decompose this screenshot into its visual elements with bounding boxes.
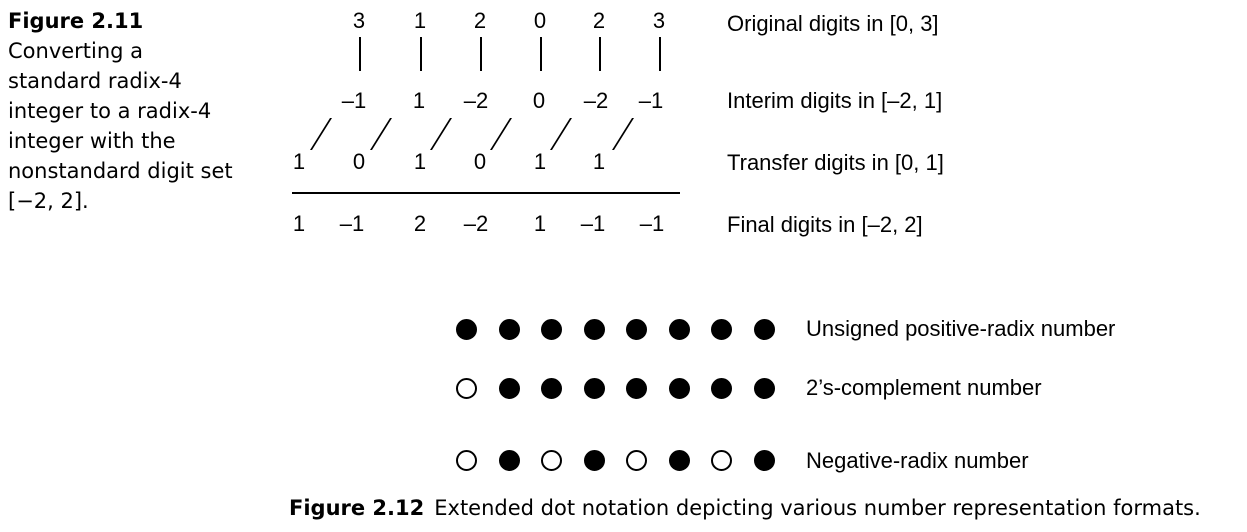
hollow-dot xyxy=(541,450,562,471)
vertical-connector xyxy=(599,37,601,71)
caption-line: Converting a xyxy=(8,39,144,63)
vertical-connector xyxy=(540,37,542,71)
caption-line: [−2, 2]. xyxy=(8,189,89,213)
hollow-dot xyxy=(626,450,647,471)
caption-line: nonstandard digit set xyxy=(8,159,233,183)
filled-dot xyxy=(541,319,562,340)
figure-2-12-caption: Figure 2.12 Extended dot notation depicti… xyxy=(289,494,1201,522)
original-digit: 0 xyxy=(533,8,547,33)
dot-row-label: Unsigned positive-radix number xyxy=(806,316,1116,341)
original-digit: 1 xyxy=(413,8,427,33)
transfer-digit: 1 xyxy=(292,149,306,174)
filled-dot xyxy=(541,378,562,399)
filled-dot xyxy=(669,450,690,471)
row-label-original: Original digits in [0, 3] xyxy=(727,11,939,36)
row-label-final: Final digits in [–2, 2] xyxy=(727,212,923,237)
filled-dot xyxy=(499,378,520,399)
sum-rule xyxy=(292,192,680,194)
filled-dot xyxy=(584,378,605,399)
filled-dot xyxy=(499,450,520,471)
interim-digit: 0 xyxy=(532,88,546,113)
dot-row-label: 2’s-complement number xyxy=(806,375,1042,400)
final-digit: –1 xyxy=(639,211,665,236)
original-digit: 3 xyxy=(652,8,666,33)
dot-row-label: Negative-radix number xyxy=(806,448,1029,473)
vertical-connector xyxy=(359,37,361,71)
vertical-connector xyxy=(420,37,422,71)
original-digit: 2 xyxy=(473,8,487,33)
filled-dot xyxy=(584,319,605,340)
diagonal-connector xyxy=(490,118,512,150)
final-digit: 2 xyxy=(413,211,427,236)
diagonal-connector xyxy=(310,118,332,150)
transfer-digit: 1 xyxy=(533,149,547,174)
vertical-connector xyxy=(659,37,661,71)
filled-dot xyxy=(669,319,690,340)
interim-digit: 1 xyxy=(412,88,426,113)
diagonal-connector xyxy=(612,118,634,150)
figure-2-12-text: Extended dot notation depicting various … xyxy=(434,496,1201,520)
caption-line: standard radix-4 xyxy=(8,69,182,93)
filled-dot xyxy=(754,378,775,399)
figure-2-11-caption: Figure 2.11 Converting a standard radix-… xyxy=(8,6,268,216)
caption-line: integer to a radix-4 xyxy=(8,99,212,123)
caption-line: integer with the xyxy=(8,129,176,153)
transfer-digit: 1 xyxy=(592,149,606,174)
interim-digit: –1 xyxy=(341,88,367,113)
filled-dot xyxy=(584,450,605,471)
interim-digit: –1 xyxy=(638,88,664,113)
diagonal-connector xyxy=(430,118,452,150)
row-label-transfer: Transfer digits in [0, 1] xyxy=(727,150,944,175)
filled-dot xyxy=(669,378,690,399)
filled-dot xyxy=(711,319,732,340)
final-digit: –1 xyxy=(339,211,365,236)
final-digit: 1 xyxy=(533,211,547,236)
filled-dot xyxy=(626,319,647,340)
transfer-digit: 0 xyxy=(352,149,366,174)
original-digit: 3 xyxy=(352,8,366,33)
hollow-dot xyxy=(456,378,477,399)
filled-dot xyxy=(456,319,477,340)
vertical-connector xyxy=(480,37,482,71)
hollow-dot xyxy=(711,450,732,471)
transfer-digit: 0 xyxy=(473,149,487,174)
figure-2-12-label: Figure 2.12 xyxy=(289,496,425,520)
interim-digit: –2 xyxy=(583,88,609,113)
filled-dot xyxy=(626,378,647,399)
row-label-interim: Interim digits in [–2, 1] xyxy=(727,88,943,113)
transfer-digit: 1 xyxy=(413,149,427,174)
final-digit: –2 xyxy=(463,211,489,236)
final-digit: –1 xyxy=(580,211,606,236)
diagonal-connector xyxy=(550,118,572,150)
filled-dot xyxy=(754,450,775,471)
filled-dot xyxy=(499,319,520,340)
hollow-dot xyxy=(456,450,477,471)
interim-digit: –2 xyxy=(463,88,489,113)
filled-dot xyxy=(754,319,775,340)
diagonal-connector xyxy=(370,118,392,150)
figure-2-11-label: Figure 2.11 xyxy=(8,9,144,33)
filled-dot xyxy=(711,378,732,399)
final-digit: 1 xyxy=(292,211,306,236)
original-digit: 2 xyxy=(592,8,606,33)
